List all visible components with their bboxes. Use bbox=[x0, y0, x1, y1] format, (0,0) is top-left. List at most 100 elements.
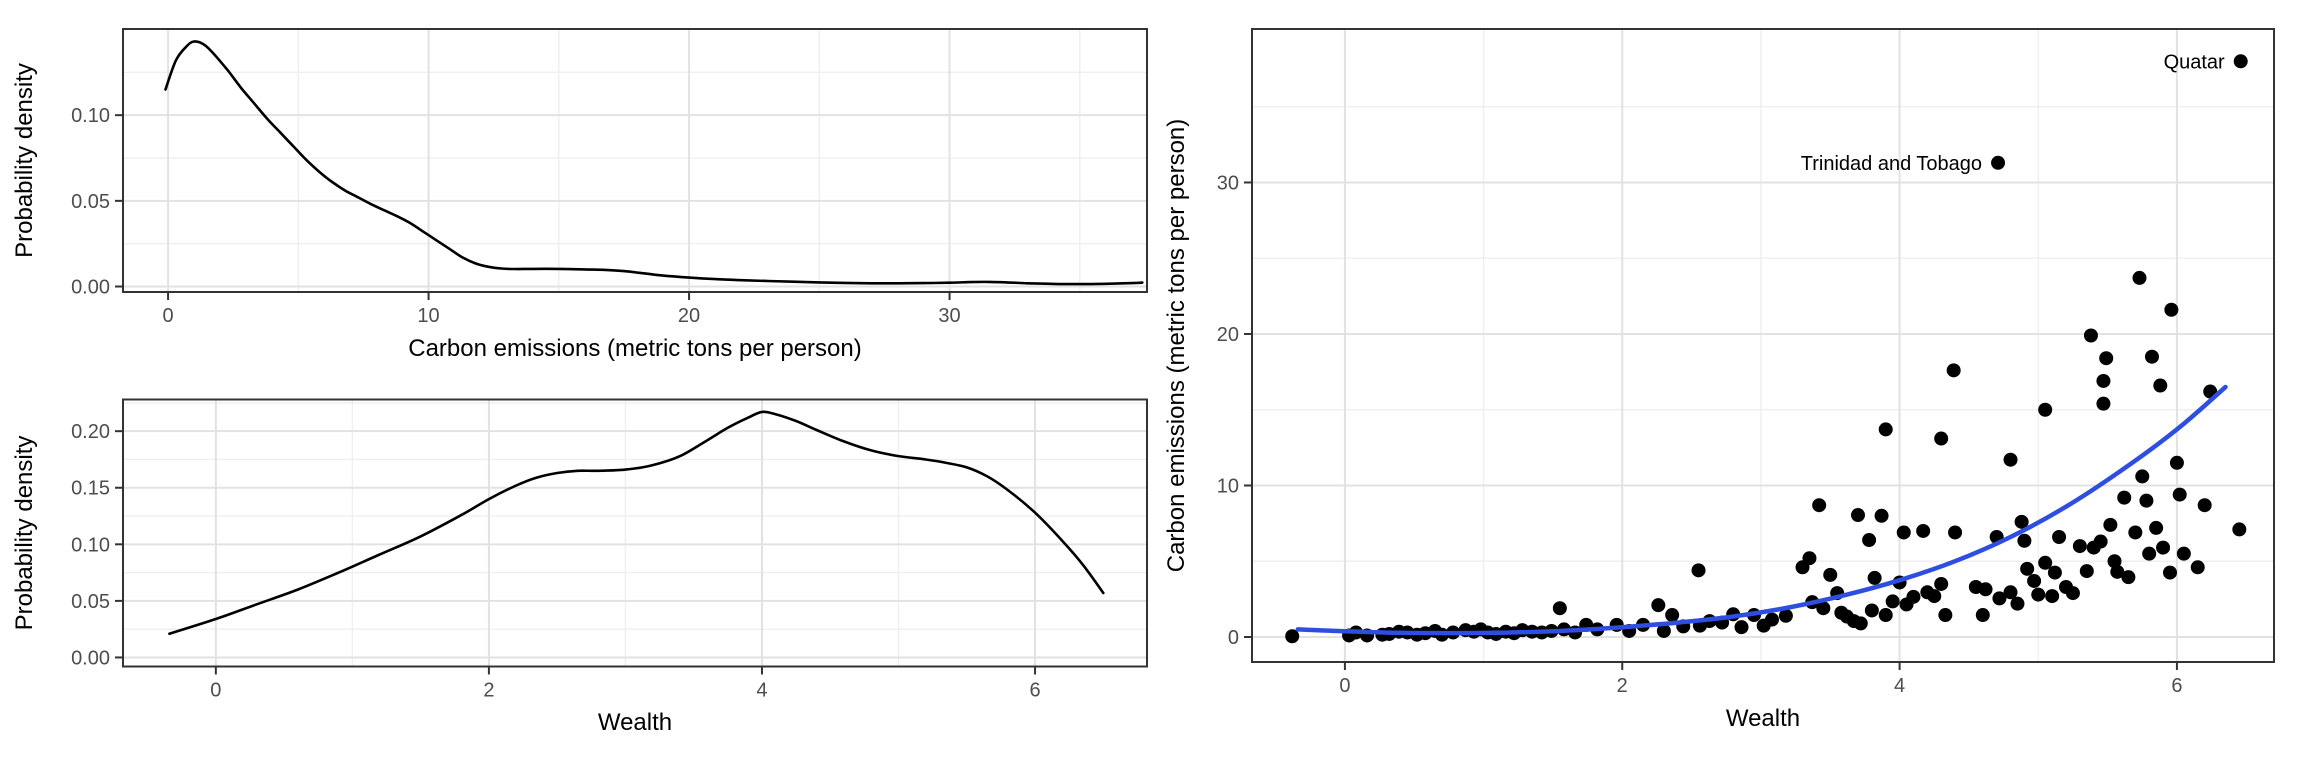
scatter-point bbox=[1850, 508, 1865, 523]
scatter-point bbox=[2038, 555, 2053, 570]
scatter-point bbox=[1927, 589, 1942, 604]
scatter-point bbox=[2038, 402, 2053, 417]
scatter-point bbox=[1906, 589, 1921, 604]
scatter-point bbox=[1975, 608, 1990, 623]
x-tick-label: 4 bbox=[756, 680, 767, 702]
x-tick-label: 30 bbox=[938, 305, 960, 327]
scatter-point bbox=[1885, 594, 1900, 609]
panel-background bbox=[123, 29, 1147, 292]
smooth-line bbox=[1295, 384, 2228, 636]
scatter-point bbox=[1946, 363, 1961, 378]
scatter-point bbox=[2132, 270, 2147, 285]
scatter-point bbox=[2096, 373, 2111, 388]
annotated-point bbox=[2233, 54, 2248, 69]
scatter-point bbox=[1812, 498, 1827, 513]
scatter-point bbox=[1651, 598, 1666, 613]
scatter-point bbox=[2153, 378, 2168, 393]
scatter-point bbox=[1878, 422, 1893, 437]
scatter-point bbox=[2027, 573, 2042, 588]
y-axis-title-wealth-density: Probability density bbox=[11, 436, 38, 631]
y-axis-title-carbon-density: Probability density bbox=[11, 63, 38, 258]
panel-wealth-density: 0 2 4 6 0.00 0.05 0.10 0.15 0.20 bbox=[71, 398, 1148, 702]
scatter-point bbox=[1934, 576, 1949, 591]
x-tick-label: 0 bbox=[210, 680, 221, 702]
scatter-point bbox=[1938, 608, 1953, 623]
y-tick-label: 0.20 bbox=[71, 421, 110, 443]
x-tick-label: 2 bbox=[1617, 675, 1628, 697]
y-tick-label: 0.10 bbox=[71, 534, 110, 556]
y-tick-label: 0.05 bbox=[71, 591, 110, 613]
scatter-point bbox=[1778, 608, 1793, 623]
scatter-point bbox=[2169, 455, 2184, 470]
scatter-point bbox=[2172, 487, 2187, 502]
scatter-point bbox=[2079, 564, 2094, 579]
y-tick-label: 0.15 bbox=[71, 478, 110, 500]
x-tick-label: 6 bbox=[2171, 675, 2182, 697]
annotation-label: Quatar bbox=[2164, 51, 2225, 73]
x-tick-label: 0 bbox=[1339, 675, 1350, 697]
x-tick-label: 10 bbox=[417, 305, 439, 327]
scatter-point bbox=[1934, 431, 1949, 446]
y-tick-label: 20 bbox=[1217, 324, 1239, 346]
scatter-point bbox=[2103, 517, 2118, 532]
scatter-point bbox=[2003, 585, 2018, 600]
x-tick-label: 6 bbox=[1029, 680, 1040, 702]
scatter-point bbox=[2117, 490, 2132, 505]
scatter-point bbox=[1691, 563, 1706, 578]
x-tick-label: 20 bbox=[678, 305, 700, 327]
y-tick-label: 10 bbox=[1217, 475, 1239, 497]
scatter-point bbox=[2093, 534, 2108, 549]
scatter-point bbox=[2164, 302, 2179, 317]
scatter-point bbox=[1552, 601, 1567, 616]
scatter-point bbox=[1878, 608, 1893, 623]
scatter-point bbox=[1978, 582, 1993, 597]
scatter-point bbox=[2156, 540, 2171, 555]
scatter-point bbox=[2031, 587, 2046, 602]
scatter-point bbox=[2020, 561, 2035, 576]
density-curve bbox=[164, 40, 1144, 286]
scatter-point bbox=[1867, 570, 1882, 585]
scatter-point bbox=[2047, 565, 2062, 580]
scatter-point bbox=[2190, 560, 2205, 575]
y-tick-label: 0.05 bbox=[71, 191, 110, 213]
panel-carbon-density: 0 10 20 30 0.00 0.05 0.10 bbox=[71, 28, 1148, 327]
scatter-point bbox=[1656, 623, 1671, 638]
scatter-point bbox=[1916, 523, 1931, 538]
scatter-point bbox=[1823, 567, 1838, 582]
scatter-point bbox=[1948, 525, 1963, 540]
y-axis-title-scatter: Carbon emissions (metric tons per person… bbox=[1163, 119, 1190, 573]
scatter-point bbox=[2003, 452, 2018, 467]
y-tick-label: 0.00 bbox=[71, 647, 110, 669]
scatter-point bbox=[2144, 349, 2159, 364]
scatter-point bbox=[2099, 351, 2114, 366]
y-tick-label: 0 bbox=[1228, 627, 1239, 649]
scatter-point bbox=[1285, 629, 1300, 644]
y-tick-label: 30 bbox=[1217, 172, 1239, 194]
scatter-point bbox=[2162, 565, 2177, 580]
scatter-point bbox=[2065, 586, 2080, 601]
annotation-label: Trinidad and Tobago bbox=[1801, 153, 1982, 175]
scatter-point bbox=[2110, 564, 2125, 579]
scatter-point bbox=[2045, 589, 2060, 604]
scatter-point bbox=[2149, 520, 2164, 535]
panel-border bbox=[122, 398, 1148, 668]
scatter-point bbox=[1734, 620, 1749, 635]
y-tick-label: 0.10 bbox=[71, 105, 110, 127]
panel-border bbox=[122, 28, 1148, 293]
scatter-point bbox=[1665, 608, 1680, 623]
scatter-point bbox=[1896, 525, 1911, 540]
scatter-point bbox=[1853, 616, 1868, 631]
scatter-point bbox=[2142, 546, 2157, 561]
panel-background bbox=[123, 399, 1147, 667]
scatter-point bbox=[2128, 525, 2143, 540]
panel-scatter: Quatar Trinidad and Tobago 0 2 4 6 0 10 20 30 bbox=[1217, 28, 2275, 697]
scatter-point bbox=[2139, 493, 2154, 508]
scatter-point bbox=[2083, 328, 2098, 343]
scatter-point bbox=[2052, 530, 2067, 545]
scatter-point bbox=[1992, 591, 2007, 606]
x-axis-title-wealth-density: Wealth bbox=[598, 709, 672, 736]
scatter-point bbox=[2176, 546, 2191, 561]
panel-border bbox=[1251, 28, 2275, 663]
scatter-point bbox=[2135, 469, 2150, 484]
